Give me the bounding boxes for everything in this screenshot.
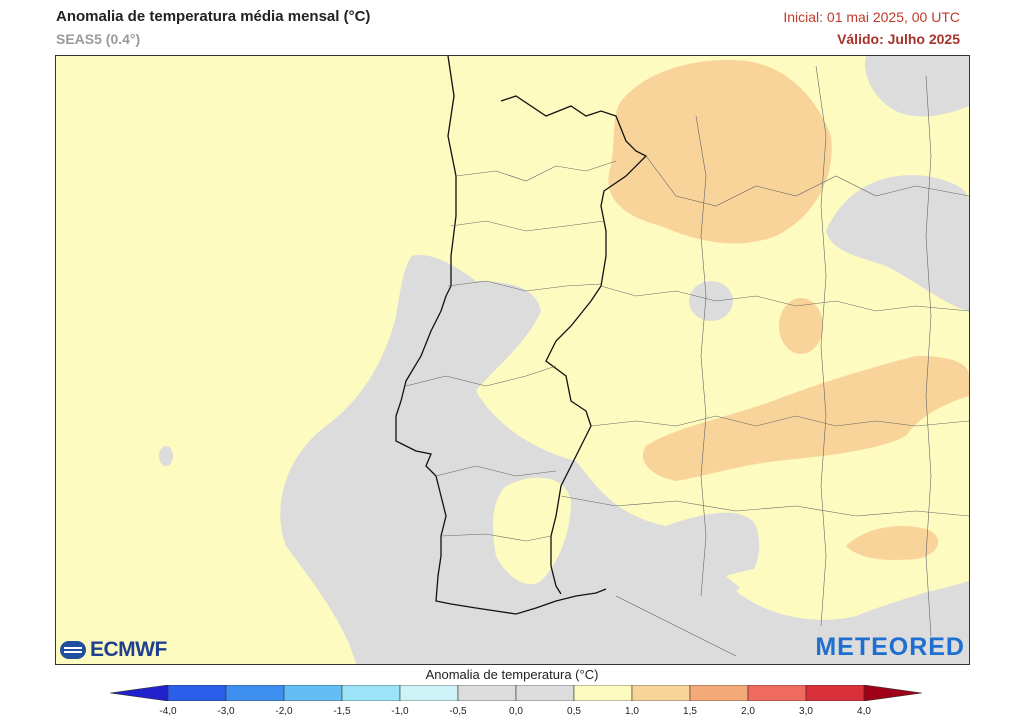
colorbar-title: Anomalia de temperatura (°C) — [425, 667, 599, 682]
colorbar-ticks: -4,0 -3,0 -2,0 -1,5 -1,0 -0,5 0,0 0,5 1,0 1,5 2,0 3… — [0, 706, 1024, 720]
colorbar-segment — [805, 685, 865, 701]
admin-borders — [405, 65, 969, 657]
model-label: SEAS5 (0.4°) — [56, 31, 141, 47]
colorbar-segment — [631, 685, 691, 701]
colorbar-segment — [283, 685, 343, 701]
map-canvas — [56, 56, 969, 664]
colorbar-arrow-high — [863, 685, 922, 701]
anomaly-spot — [159, 446, 173, 466]
colorbar-tick-label: 2,0 — [741, 706, 755, 717]
anomaly-map[interactable]: ECMWF METEORED — [55, 55, 970, 665]
valid-period: Válido: Julho 2025 — [837, 31, 960, 47]
colorbar-tick-label: -1,5 — [333, 706, 351, 717]
colorbar-tick-label: 4,0 — [857, 706, 871, 717]
ecmwf-logo-text: ECMWF — [90, 638, 167, 661]
colorbar — [110, 685, 922, 701]
map-title: Anomalia de temperatura média mensal (°C… — [56, 8, 371, 25]
colorbar-tick-label: 0,0 — [509, 706, 523, 717]
ecmwf-mark-icon — [60, 641, 86, 659]
colorbar-tick-label: -2,0 — [275, 706, 293, 717]
colorbar-segment — [689, 685, 749, 701]
anomaly-zone-neutral — [280, 255, 969, 664]
colorbar-segment — [573, 685, 633, 701]
border-spain-portugal — [500, 95, 648, 595]
anomaly-zone-warm-north — [608, 60, 832, 244]
colorbar-segment — [515, 685, 575, 701]
colorbar-tick-label: -3,0 — [217, 706, 235, 717]
meteored-logo: METEORED — [815, 633, 965, 661]
colorbar-tick-label: 1,5 — [683, 706, 697, 717]
colorbar-arrow-low — [110, 685, 169, 701]
country-borders — [395, 56, 648, 615]
colorbar-segment — [747, 685, 807, 701]
coastline-portugal — [395, 56, 607, 615]
ecmwf-logo: ECMWF — [60, 638, 167, 662]
colorbar-segment — [167, 685, 227, 701]
colorbar-tick-label: 3,0 — [799, 706, 813, 717]
initial-time: Inicial: 01 mai 2025, 00 UTC — [783, 9, 960, 25]
colorbar-segment — [399, 685, 459, 701]
colorbar-tick-label: 0,5 — [567, 706, 581, 717]
colorbar-tick-label: 1,0 — [625, 706, 639, 717]
anomaly-zone-neutral-ne — [826, 175, 969, 311]
colorbar-segment — [341, 685, 401, 701]
colorbar-tick-label: -4,0 — [159, 706, 177, 717]
colorbar-tick-label: -0,5 — [449, 706, 467, 717]
colorbar-segment — [225, 685, 285, 701]
colorbar-tick-label: -1,0 — [391, 706, 409, 717]
colorbar-segment — [457, 685, 517, 701]
